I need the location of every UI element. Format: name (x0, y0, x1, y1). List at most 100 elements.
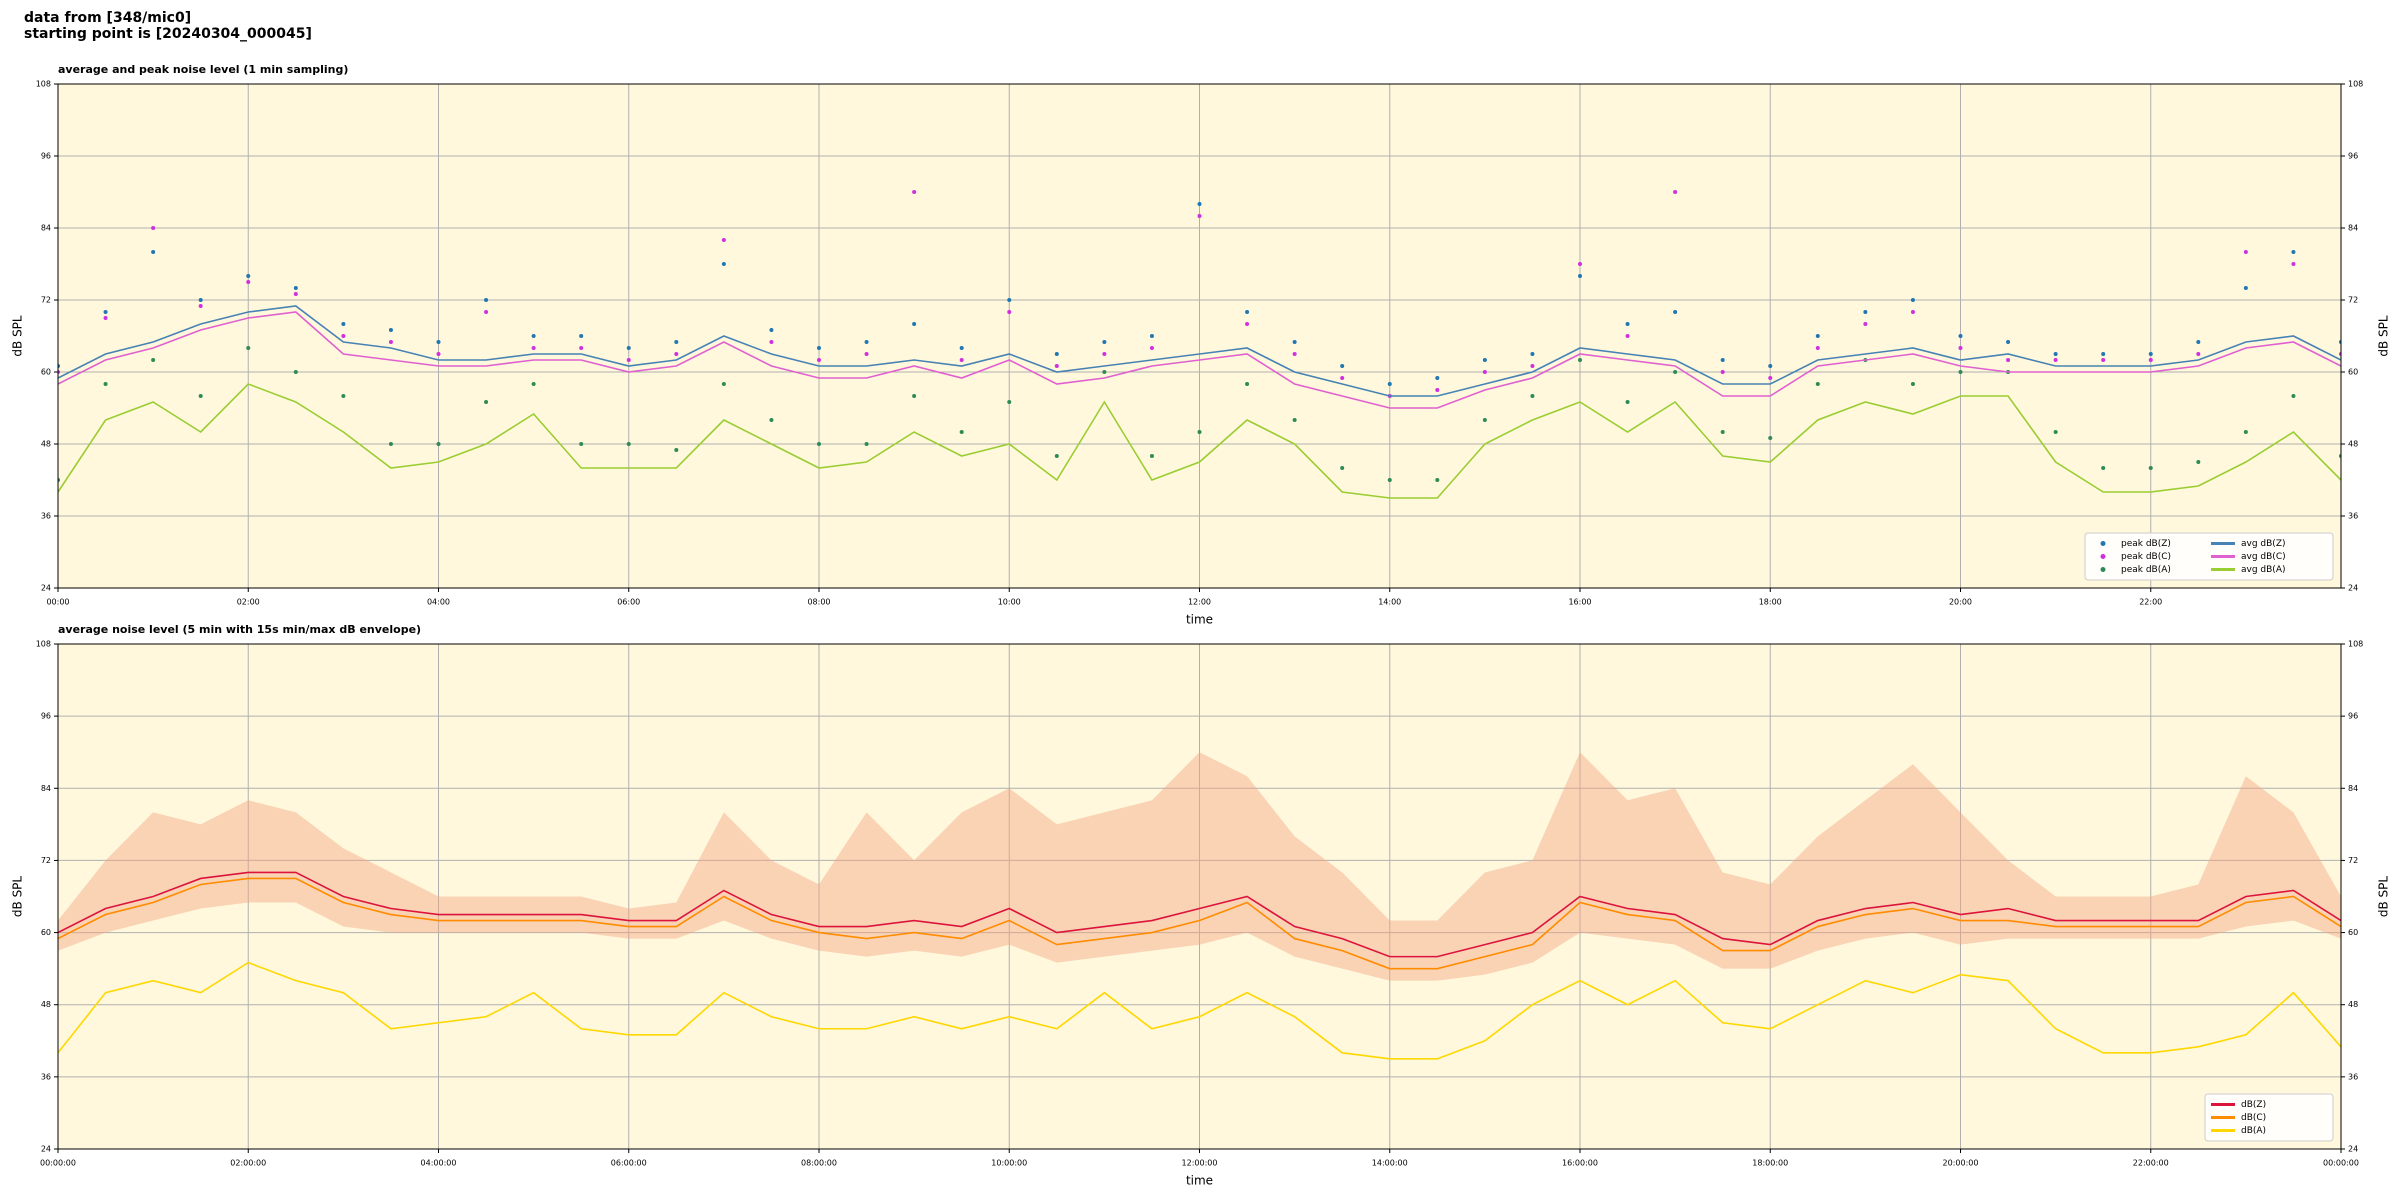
peak-point (293, 292, 298, 296)
x-axis-label: time (1186, 613, 1213, 627)
peak-point (1863, 322, 1868, 326)
peak-point (626, 358, 631, 362)
y-tick-label: 84 (2348, 784, 2358, 793)
y-tick-label: 48 (41, 440, 51, 449)
peak-point (1102, 370, 1107, 374)
peak-point (1149, 346, 1154, 350)
plot-frame (57, 643, 2342, 1150)
peak-point (1197, 214, 1202, 218)
peak-point (1435, 478, 1440, 482)
series-line (58, 877, 2341, 970)
x-tick-label: 12:00 (1188, 598, 1211, 607)
chart-title: average noise level (5 min with 15s min/… (58, 623, 421, 636)
peak-point (103, 382, 108, 386)
peak-point (2291, 262, 2296, 266)
legend-marker (2100, 554, 2106, 559)
x-tick-label: 04:00:00 (421, 1159, 457, 1168)
y-tick-label: 60 (2348, 928, 2358, 937)
peak-point (1435, 388, 1440, 392)
peak-point (198, 394, 203, 398)
x-tick-label: 08:00:00 (801, 1159, 837, 1168)
x-tick-label: 00:00:00 (2323, 1159, 2359, 1168)
peak-point (198, 304, 203, 308)
legend-label: dB(A) (2241, 1126, 2266, 1136)
peak-point (817, 442, 821, 446)
peak-point (151, 226, 156, 230)
peak-point (1387, 382, 1392, 386)
y-tick-label: 60 (41, 928, 51, 937)
peak-point (721, 382, 726, 386)
x-tick-label: 00:00:00 (40, 1159, 76, 1168)
chart-title: average and peak noise level (1 min samp… (58, 63, 348, 76)
y-tick-label: 84 (2348, 224, 2358, 233)
peak-point (1245, 382, 1250, 386)
y-tick-label: 72 (2348, 296, 2358, 305)
peak-point (436, 352, 441, 356)
peak-point (2196, 352, 2201, 356)
y-tick-label: 108 (36, 640, 51, 649)
peak-point (1054, 352, 1059, 356)
peak-point (2243, 286, 2248, 290)
peak-point (2006, 358, 2011, 362)
peak-point (1292, 340, 1297, 344)
peak-point (579, 442, 584, 446)
x-axis-label: time (1186, 1174, 1213, 1188)
peak-point (2291, 250, 2296, 254)
peak-point (341, 334, 346, 338)
legend-box (2204, 1093, 2334, 1142)
y-tick-label: 24 (41, 1145, 51, 1154)
plot-layer (58, 190, 2341, 499)
peak-point (1245, 322, 1250, 326)
peak-point (1578, 262, 1582, 266)
legend-label: peak dB(C) (2121, 552, 2171, 562)
x-tick-label: 02:00 (237, 598, 260, 607)
peak-point (1720, 358, 1725, 362)
peak-point (1863, 310, 1868, 314)
peak-point (1387, 478, 1392, 482)
legend-label: dB(C) (2241, 1113, 2266, 1123)
peak-point (1197, 430, 1202, 434)
peak-point (1054, 364, 1059, 368)
peak-point (2291, 394, 2296, 398)
y-tick-label: 108 (36, 80, 51, 89)
peak-point (1815, 346, 1820, 350)
y-axis-label: dB SPL (2377, 315, 2391, 357)
peak-point (959, 358, 964, 362)
peak-point (579, 346, 584, 350)
legend-label: avg dB(A) (2241, 565, 2285, 575)
y-tick-label: 48 (2348, 1000, 2358, 1009)
peak-point (2148, 358, 2153, 362)
peak-point (721, 238, 726, 242)
peak-point (1530, 352, 1535, 356)
series-line (58, 383, 2341, 499)
peak-point (674, 448, 679, 452)
peak-point (388, 340, 393, 344)
x-tick-label: 10:00 (998, 598, 1021, 607)
peak-point (1530, 394, 1535, 398)
peak-point (769, 340, 774, 344)
peak-point (2243, 430, 2248, 434)
peak-point (1625, 322, 1630, 326)
peak-point (1768, 436, 1773, 440)
y-tick-label: 72 (41, 296, 51, 305)
peak-point (1958, 346, 1963, 350)
x-tick-label: 10:00:00 (991, 1159, 1027, 1168)
peak-point (531, 346, 536, 350)
x-tick-label: 14:00 (1378, 598, 1401, 607)
peak-point (246, 346, 251, 350)
y-tick-label: 48 (2348, 440, 2358, 449)
peak-point (1673, 370, 1678, 374)
peak-point (531, 382, 536, 386)
peak-point (1340, 364, 1345, 368)
peak-point (484, 298, 489, 302)
x-tick-label: 06:00 (617, 598, 640, 607)
y-tick-label: 36 (2348, 512, 2358, 521)
peak-point (864, 352, 869, 356)
peak-point (1720, 370, 1725, 374)
peak-point (912, 394, 917, 398)
peak-point (817, 358, 821, 362)
peak-point (912, 322, 917, 326)
legend-marker (2100, 541, 2106, 546)
y-axis-label: dB SPL (11, 876, 25, 918)
